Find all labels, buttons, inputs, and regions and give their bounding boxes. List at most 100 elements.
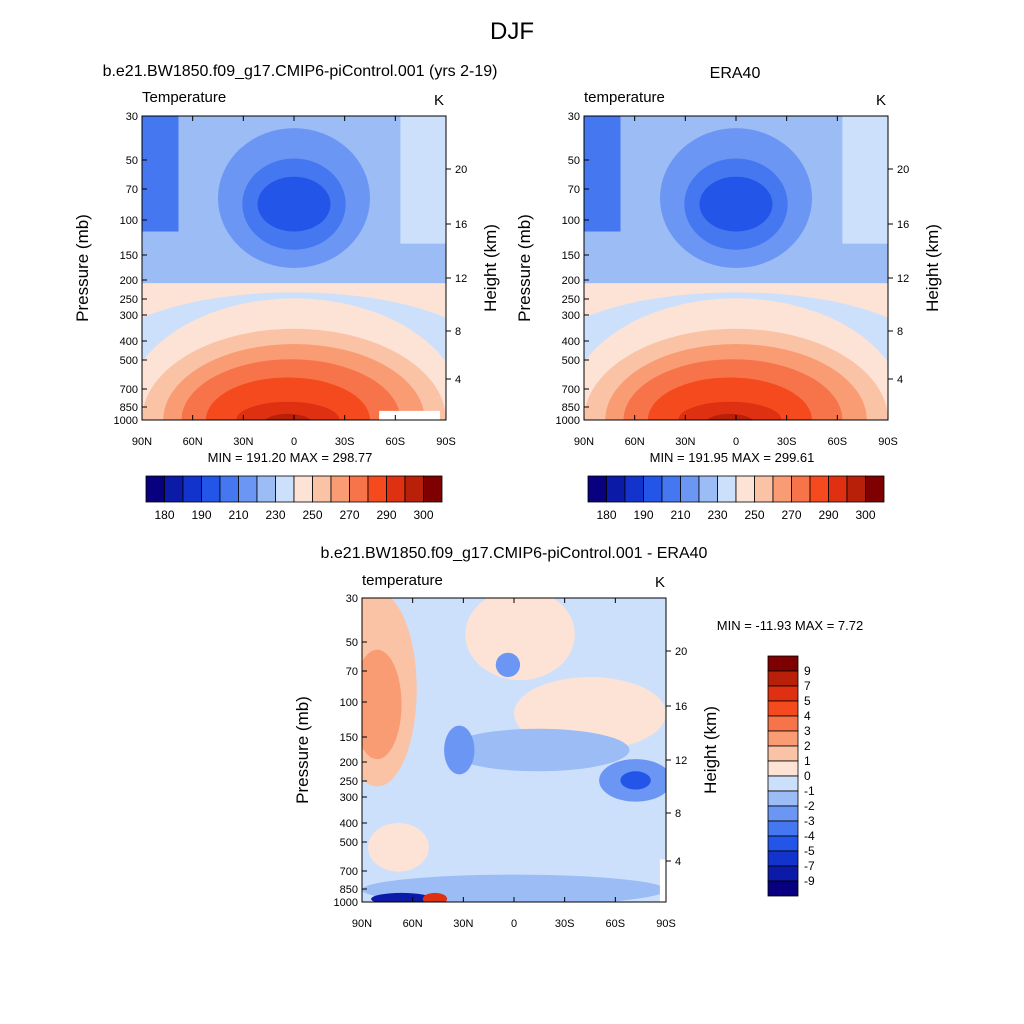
colorbar-swatch (661, 475, 681, 503)
colorbar-label: 7 (804, 679, 811, 693)
colorbar-label: -4 (804, 829, 815, 843)
colorbar-swatch (164, 475, 184, 503)
colorbar-swatch (767, 790, 799, 807)
panel-1-plot: 3050701001502002503004005007008501000481… (73, 111, 500, 448)
colorbar-swatch (767, 880, 799, 897)
y-axis-label: Pressure (mb) (515, 214, 534, 322)
contour-strong-neg-surface (371, 892, 432, 902)
colorbar-swatch (256, 475, 276, 503)
x-tick-label: 30S (777, 436, 797, 448)
colorbar-swatch (386, 475, 406, 503)
colorbar-swatch (643, 475, 663, 503)
y-tick-label: 150 (120, 250, 138, 262)
y-tick-label: 500 (120, 355, 138, 367)
x-tick-label: 30N (233, 436, 253, 448)
colorbar-swatch (767, 700, 799, 717)
x-tick-label: 60S (606, 918, 626, 930)
colorbar-swatch (767, 730, 799, 747)
x-tick-label: 30S (555, 918, 575, 930)
x-tick-label: 60N (183, 436, 203, 448)
x-tick-label: 60S (828, 436, 848, 448)
y-tick-label: 50 (126, 155, 138, 167)
colorbar-label: 5 (804, 694, 811, 708)
y-right-tick-label: 12 (897, 273, 909, 285)
colorbar-label: 2 (804, 739, 811, 753)
colorbar-label: -2 (804, 799, 815, 813)
panel-1-min-max: MIN = 191.20 MAX = 298.77 (207, 450, 373, 465)
y-tick-label: 400 (562, 336, 580, 348)
colorbar-swatch (219, 475, 239, 503)
colorbar-swatch (828, 475, 848, 503)
y-axis-right-label: Height (km) (481, 224, 500, 312)
colorbar-label: 9 (804, 664, 811, 678)
y-tick-label: 200 (562, 275, 580, 287)
y-tick-label: 400 (120, 336, 138, 348)
colorbar-swatch (791, 475, 811, 503)
contour-pos-lower (368, 822, 429, 872)
contour-pos-polar-strong (362, 649, 402, 760)
colorbar-label: -7 (804, 859, 815, 873)
contour-polar-cold (142, 116, 179, 232)
panel-3-plot: 3050701001502002503004005007008501000481… (293, 593, 720, 930)
x-tick-label: 0 (733, 436, 739, 448)
colorbar-swatch (767, 850, 799, 867)
contour-band-290 (678, 401, 782, 420)
contour-neg-band (447, 728, 630, 772)
panel-2-variable-label: temperature (584, 89, 665, 106)
y-right-tick-label: 8 (897, 326, 903, 338)
difference-contours (362, 598, 666, 902)
y-tick-label: 400 (340, 818, 358, 830)
colorbar-label: 250 (302, 508, 322, 522)
contour-tropopause-coldest (699, 176, 773, 232)
panel-2-title: ERA40 (709, 65, 761, 82)
y-tick-label: 100 (562, 215, 580, 227)
colorbar-swatch (809, 475, 829, 503)
y-right-tick-label: 8 (675, 808, 681, 820)
colorbar-swatch (404, 475, 424, 503)
colorbar-swatch (767, 820, 799, 837)
x-tick-label: 90N (574, 436, 594, 448)
y-tick-label: 250 (562, 294, 580, 306)
colorbar-label: 270 (781, 508, 801, 522)
colorbar-swatch (349, 475, 369, 503)
colorbar-swatch (238, 475, 258, 503)
colorbar-swatch (767, 715, 799, 732)
temperature-contours (142, 116, 446, 420)
y-tick-label: 850 (562, 402, 580, 414)
colorbar-swatch (293, 475, 313, 503)
x-tick-label: 30N (453, 918, 473, 930)
contour-neg-spot (444, 725, 475, 775)
colorbar-label: 4 (804, 709, 811, 723)
y-tick-label: 50 (568, 155, 580, 167)
contour-polar-cool (400, 116, 446, 244)
x-tick-label: 90N (132, 436, 152, 448)
colorbar-label: 180 (596, 508, 616, 522)
colorbar-swatch (767, 760, 799, 777)
y-tick-label: 150 (340, 732, 358, 744)
colorbar-swatch (767, 745, 799, 762)
x-tick-label: 30N (675, 436, 695, 448)
y-tick-label: 100 (120, 215, 138, 227)
contour-band-300 (264, 413, 311, 420)
colorbar-label: 290 (818, 508, 838, 522)
contour-pos-upper (465, 598, 575, 681)
colorbar-swatch (717, 475, 737, 503)
missing-data-patch (379, 410, 440, 420)
colorbar-label: 190 (633, 508, 653, 522)
panel-1-colorbar: 180 190 210 230 250 270 290 300 (145, 475, 443, 522)
colorbar-swatch (767, 685, 799, 702)
colorbar-label: 270 (339, 508, 359, 522)
colorbar-swatch (606, 475, 626, 503)
contour-strong-pos-surface (422, 892, 448, 902)
y-tick-label: 70 (568, 184, 580, 196)
x-tick-label: 0 (511, 918, 517, 930)
y-right-tick-label: 8 (455, 326, 461, 338)
colorbar-label: -1 (804, 784, 815, 798)
y-tick-label: 700 (120, 384, 138, 396)
colorbar-swatch (767, 835, 799, 852)
panel-3-title: b.e21.BW1850.f09_g17.CMIP6-piControl.001… (320, 545, 708, 562)
y-right-tick-label: 20 (455, 164, 467, 176)
y-tick-label: 1000 (334, 897, 358, 909)
y-tick-label: 500 (340, 837, 358, 849)
